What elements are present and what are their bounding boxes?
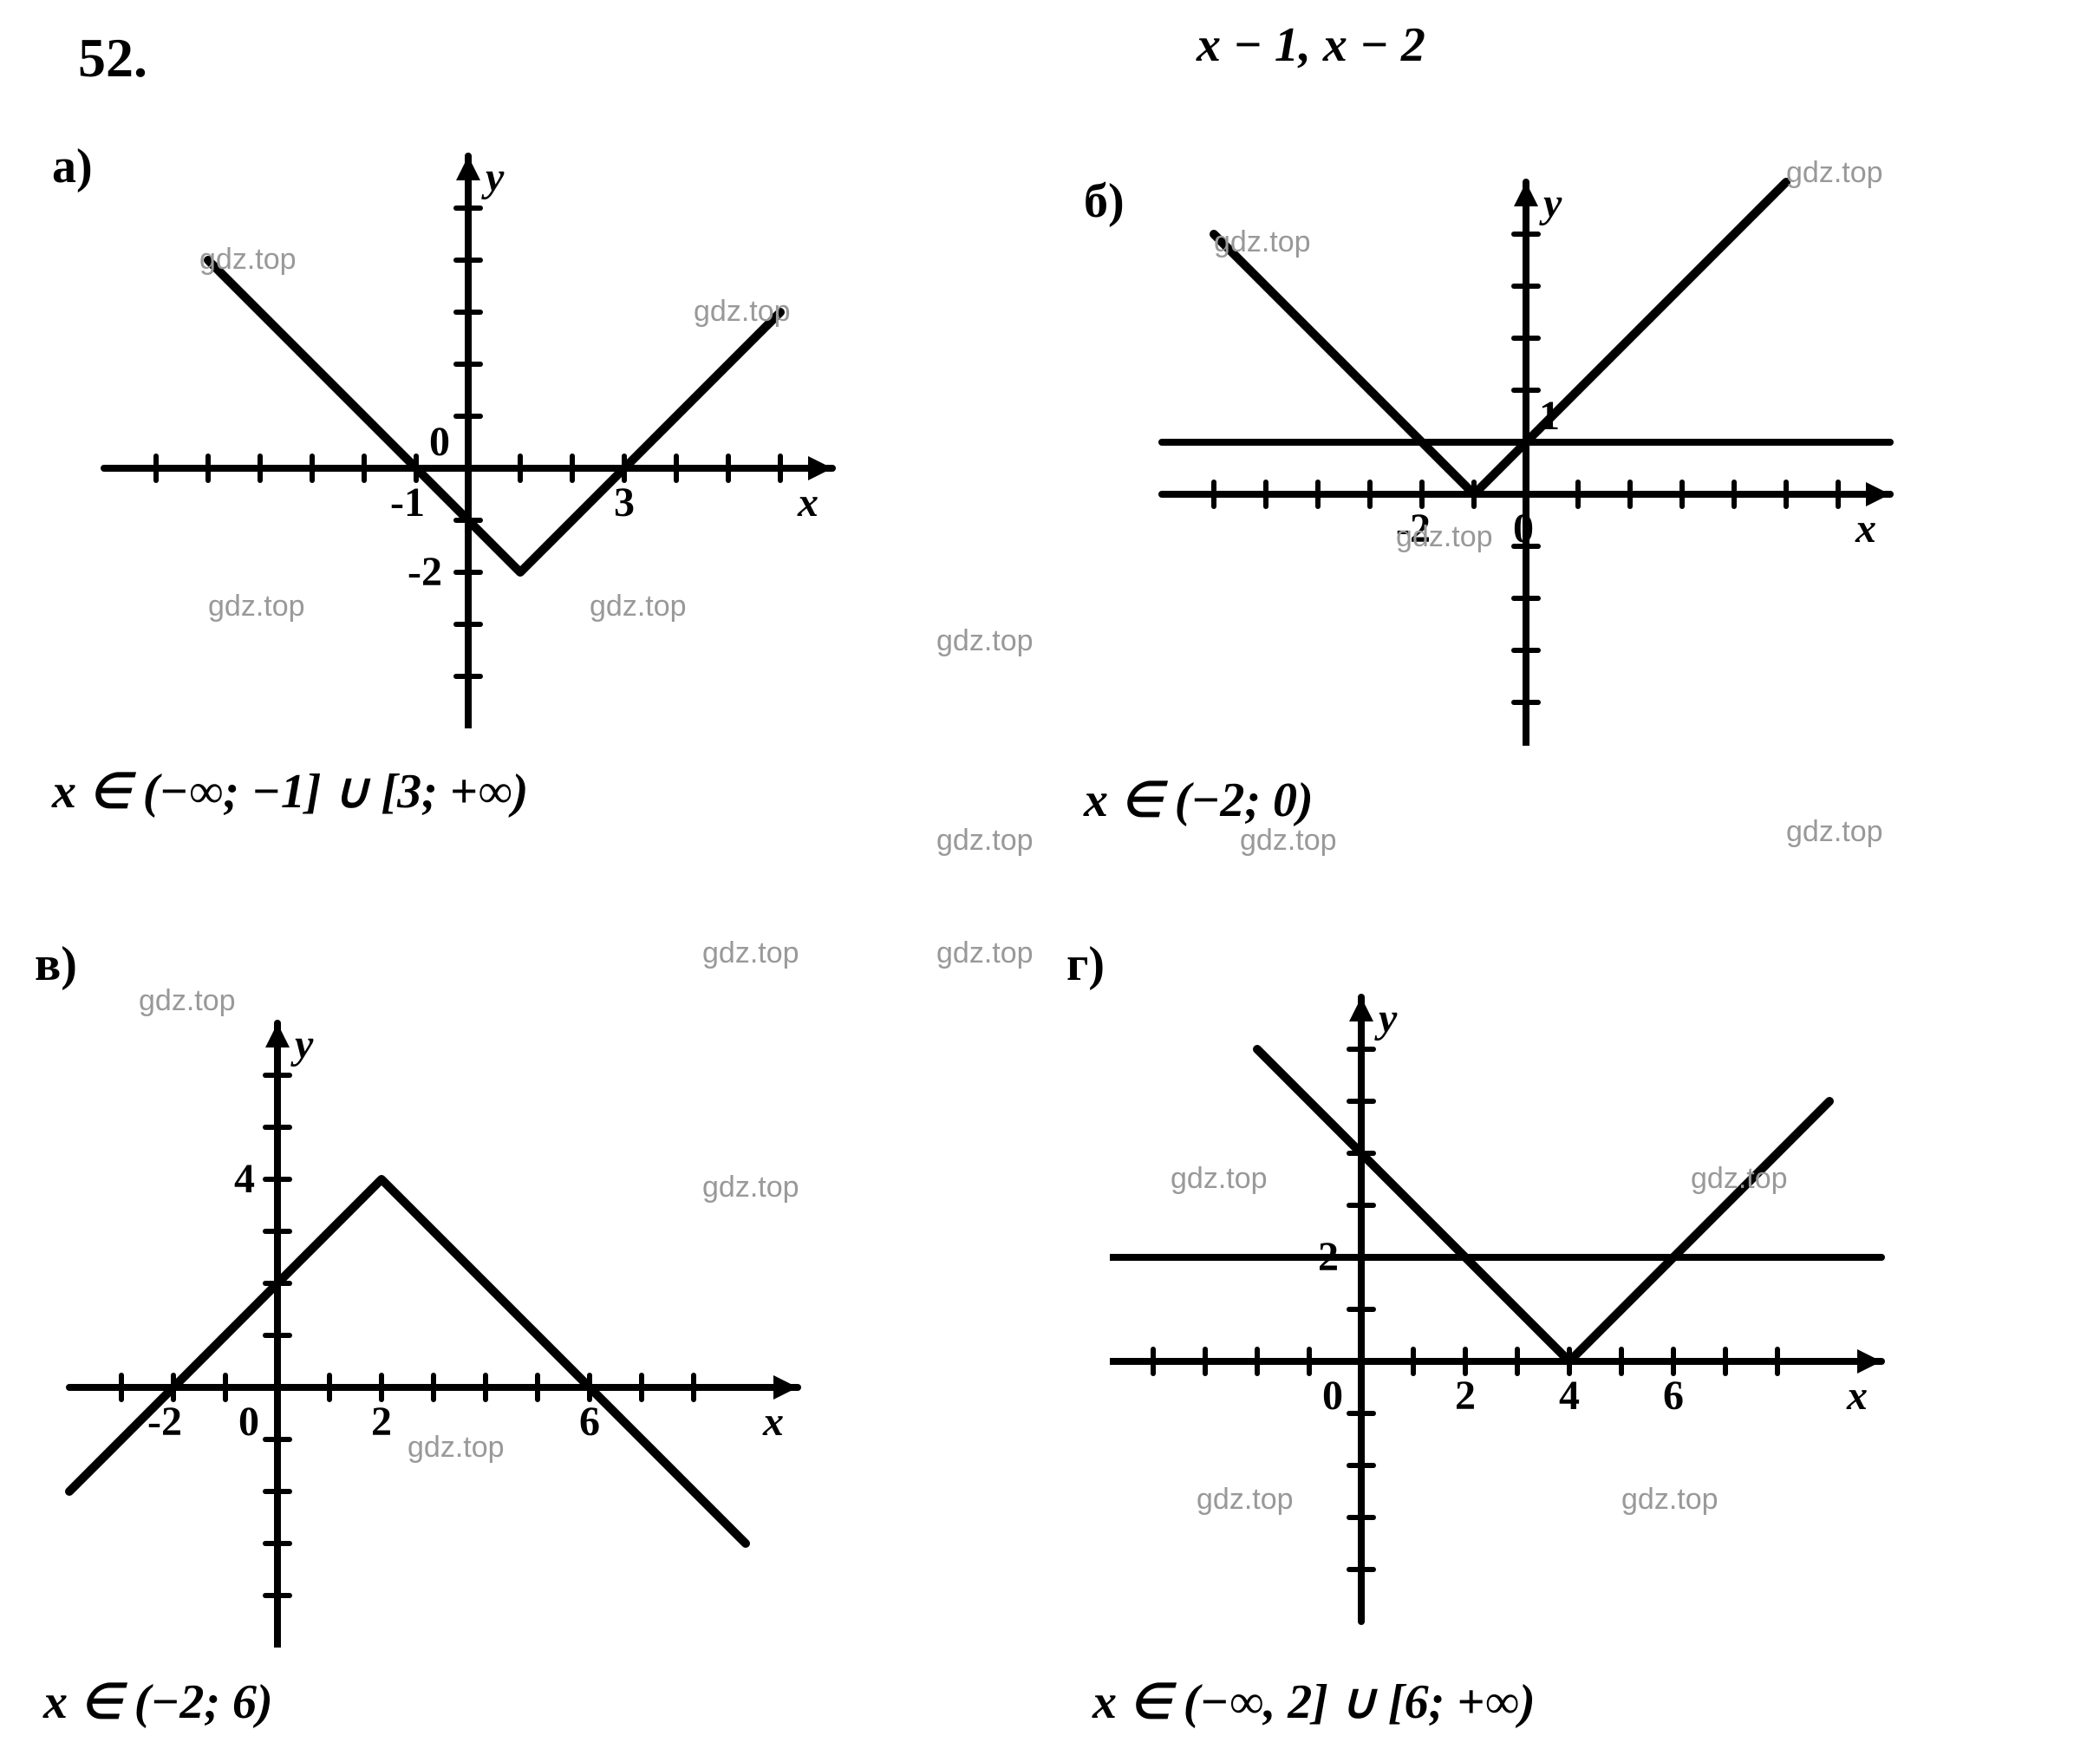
watermark: gdz.top: [936, 936, 1034, 970]
watermark: gdz.top: [694, 295, 791, 329]
watermark: gdz.top: [1786, 156, 1883, 190]
watermark: gdz.top: [408, 1431, 505, 1465]
svg-text:y: y: [481, 154, 505, 200]
svg-text:x: x: [1855, 506, 1876, 551]
panel-b: б) 0-21yx x ∈ (−2; 0) gdz.topgdz.topgdz.…: [1066, 104, 2064, 902]
watermark: gdz.top: [1621, 1483, 1718, 1517]
svg-text:y: y: [1539, 180, 1562, 226]
panel-b-chart: 0-21yx: [1118, 121, 1899, 746]
panel-v-chart: 0 -2 2 6 4 y x: [52, 971, 832, 1648]
panel-a: а) 0-13-2yx x ∈ (−∞; −1] ∪ [3; +∞) gdz.t…: [35, 104, 1032, 902]
svg-text:-2: -2: [408, 549, 442, 595]
panel-g-answer: x ∈ (−∞, 2] ∪ [6; +∞): [1092, 1674, 1536, 1730]
svg-text:4: 4: [1559, 1373, 1580, 1419]
watermark: gdz.top: [139, 984, 236, 1018]
panel-v: в) 0-2264yx x ∈ (−2; 6) gdz.topgdz.topgd…: [35, 936, 1032, 1734]
panel-b-answer: x ∈ (−2; 0): [1084, 772, 1314, 828]
watermark: gdz.top: [1240, 824, 1337, 858]
svg-text:6: 6: [579, 1399, 600, 1445]
svg-text:4: 4: [234, 1156, 255, 1202]
svg-text:y: y: [1374, 995, 1398, 1041]
watermark: gdz.top: [1197, 1483, 1294, 1517]
svg-text:6: 6: [1663, 1373, 1684, 1419]
svg-text:x: x: [797, 480, 818, 525]
svg-text:x: x: [762, 1399, 784, 1445]
watermark: gdz.top: [936, 624, 1034, 658]
svg-text:2: 2: [1318, 1234, 1339, 1280]
watermark: gdz.top: [590, 590, 687, 623]
svg-text:-1: -1: [390, 480, 425, 525]
svg-text:0: 0: [429, 419, 450, 465]
svg-text:0: 0: [238, 1399, 259, 1445]
watermark: gdz.top: [936, 824, 1034, 858]
watermark: gdz.top: [702, 1171, 799, 1204]
panel-a-chart: 0-1 3 -2 y x: [78, 121, 858, 728]
svg-text:0: 0: [1513, 506, 1534, 551]
svg-text:1: 1: [1539, 393, 1560, 439]
watermark: gdz.top: [1691, 1162, 1788, 1196]
watermark: gdz.top: [1214, 225, 1311, 259]
svg-text:2: 2: [371, 1399, 392, 1445]
svg-text:0: 0: [1322, 1373, 1343, 1419]
watermark: gdz.top: [702, 936, 799, 970]
problem-number: 52.: [78, 26, 147, 90]
panel-g-label: г): [1066, 936, 1105, 992]
panel-g: г) 0 2 4 6 2 y x x ∈ (−∞, 2] ∪ [6; +∞) gdz.top…: [1066, 936, 2064, 1734]
svg-text:x: x: [1846, 1373, 1868, 1419]
watermark: gdz.top: [199, 243, 297, 277]
watermark: gdz.top: [1396, 520, 1493, 554]
watermark: gdz.top: [1171, 1162, 1268, 1196]
panel-v-answer: x ∈ (−2; 6): [43, 1674, 273, 1730]
svg-text:-2: -2: [147, 1399, 182, 1445]
top-fragment: x − 1, x − 2: [1197, 17, 1425, 73]
svg-text:3: 3: [614, 480, 635, 525]
watermark: gdz.top: [1786, 815, 1883, 849]
svg-text:y: y: [290, 1021, 314, 1067]
watermark: gdz.top: [208, 590, 305, 623]
panel-g-chart: 0 2 4 6 2 y x: [1110, 963, 1890, 1639]
panel-a-answer: x ∈ (−∞; −1] ∪ [3; +∞): [52, 763, 528, 819]
svg-text:2: 2: [1455, 1373, 1476, 1419]
panels-grid: а) 0-13-2yx x ∈ (−∞; −1] ∪ [3; +∞) gdz.t…: [35, 104, 2064, 1734]
